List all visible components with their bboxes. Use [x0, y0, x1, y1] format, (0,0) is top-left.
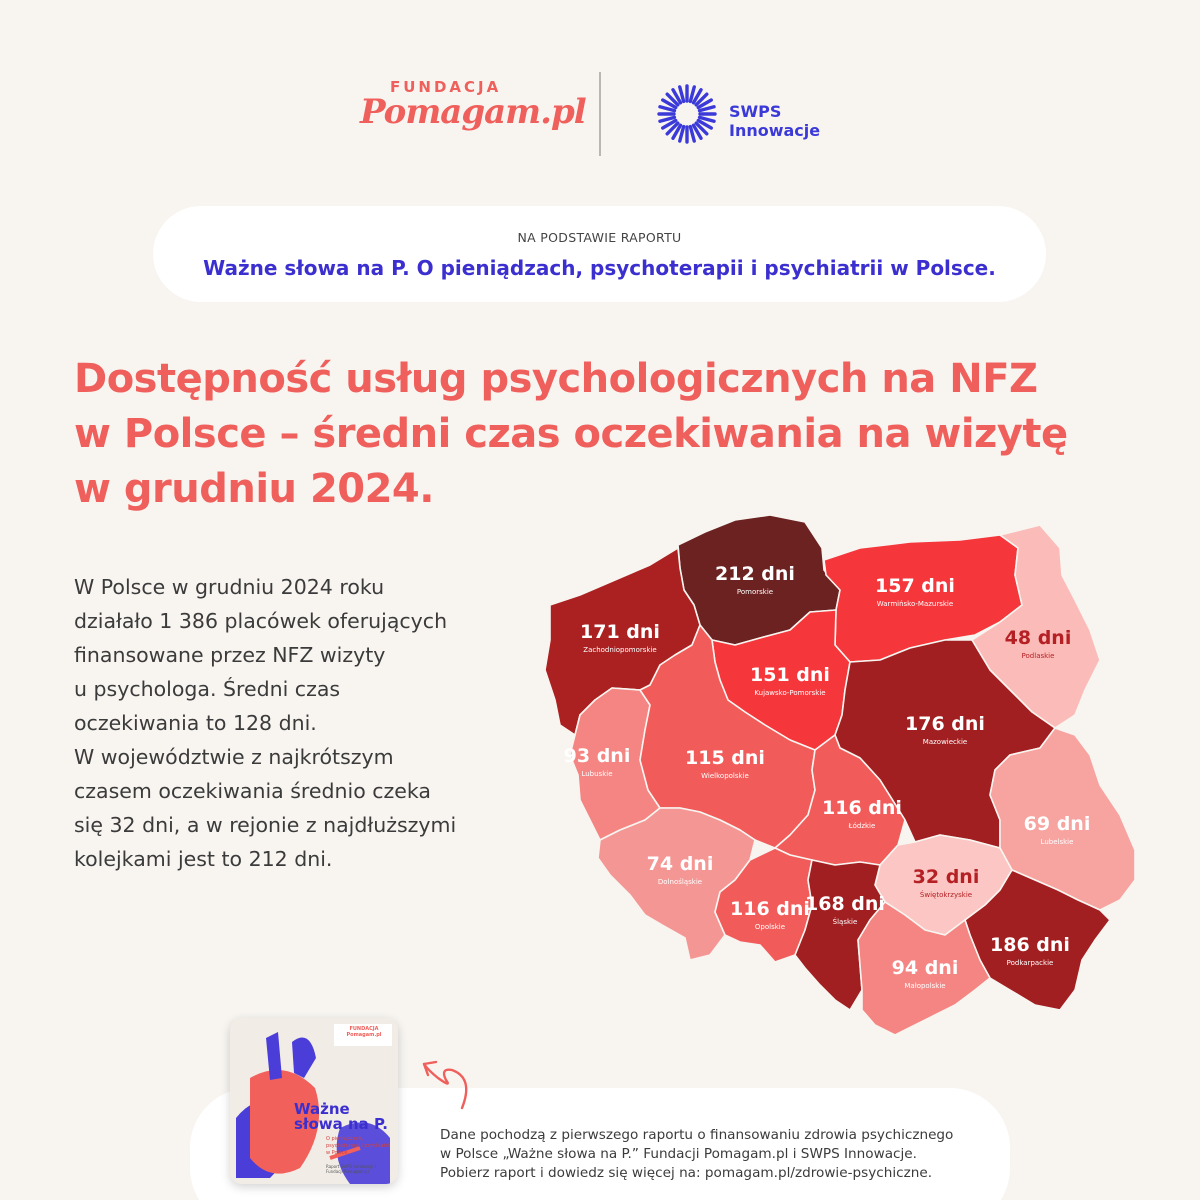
region-value-label: 186 dni	[990, 934, 1070, 956]
cover-brand: FUNDACJA Pomagam.pl	[346, 1026, 382, 1038]
region-value-label: 116 dni	[822, 797, 902, 819]
source-line[interactable]: Pobierz raport i dowiedz się więcej na: …	[440, 1165, 933, 1181]
sunburst-ray	[691, 88, 703, 105]
region-name-label: Zachodniopomorskie	[583, 646, 656, 654]
region-name-label: Małopolskie	[904, 982, 945, 990]
sunburst-ray	[696, 118, 713, 130]
region-name-label: Opolskie	[755, 923, 785, 931]
swps-name: SWPS Innowacje	[729, 102, 821, 140]
curved-arrow-icon	[422, 1060, 468, 1110]
sunburst-ray	[694, 92, 709, 107]
region-name-label: Pomorskie	[737, 588, 773, 596]
sunburst-ray	[665, 92, 680, 107]
logo-divider	[599, 72, 601, 156]
region-name-label: Mazowieckie	[923, 738, 967, 746]
region-malopolskie	[857, 901, 991, 1036]
region-name-label: Kujawsko-Pomorskie	[754, 689, 825, 697]
cover-title: Ważne słowa na P.	[294, 1100, 388, 1133]
sunburst-ray	[661, 98, 678, 110]
sunburst-ray	[697, 115, 716, 123]
cover-subtitle: O pieniądzach, psychoterapii i psychiatr…	[326, 1136, 391, 1156]
region-name-label: Dolnośląskie	[658, 878, 702, 886]
summary-line: czasem oczekiwania średnio czeka	[74, 779, 431, 803]
page-title: Dostępność usług psychologicznych na NFZ…	[74, 352, 1134, 517]
title-line: w grudniu 2024.	[74, 466, 434, 512]
sunburst-ray	[688, 85, 696, 104]
sunburst-ray	[694, 121, 709, 136]
region-name-label: Lubuskie	[581, 770, 612, 778]
report-title: Ważne słowa na P. O pieniądzach, psychot…	[203, 256, 996, 280]
region-value-label: 176 dni	[905, 713, 985, 735]
summary-line: kolejkami jest to 212 dni.	[74, 847, 333, 871]
sunburst-ray	[661, 118, 678, 130]
region-name-label: Podkarpackie	[1007, 959, 1054, 967]
sunburst-ray	[678, 85, 686, 104]
region-value-label: 48 dni	[1005, 627, 1072, 649]
sunburst-ray	[671, 88, 683, 105]
source-note: Dane pochodzą z pierwszego raportu o fin…	[440, 1126, 1000, 1183]
report-kicker: NA PODSTAWIE RAPORTU	[517, 230, 682, 245]
report-banner: NA PODSTAWIE RAPORTU Ważne słowa na P. O…	[153, 206, 1046, 302]
summary-line: finansowane przez NFZ wizyty	[74, 643, 386, 667]
source-line: Dane pochodzą z pierwszego raportu o fin…	[440, 1127, 954, 1143]
cover-footer: Raport SWPS Innowacje i Fundacji Pomagam…	[326, 1164, 376, 1174]
region-value-label: 32 dni	[913, 866, 980, 888]
region-name-label: Wielkopolskie	[701, 772, 749, 780]
title-line: w Polsce – średni czas oczekiwania na wi…	[74, 411, 1068, 457]
region-value-label: 151 dni	[750, 664, 830, 686]
sunburst-ray	[697, 105, 716, 113]
summary-line: u psychologa. Średni czas	[74, 677, 341, 701]
region-value-label: 94 dni	[892, 957, 959, 979]
region-name-label: Lubelskie	[1041, 838, 1074, 846]
sunburst-ray	[691, 123, 703, 140]
region-value-label: 168 dni	[805, 893, 885, 915]
region-opolskie	[714, 847, 813, 963]
summary-line: W województwie z najkrótszym	[74, 745, 394, 769]
region-name-label: Łódzkie	[848, 822, 876, 830]
region-name-label: Śląskie	[833, 917, 858, 926]
swps-innowacje-logo: SWPS Innowacje	[655, 82, 875, 146]
report-cover-thumbnail[interactable]: FUNDACJA Pomagam.pl Ważne słowa na P. O …	[230, 1018, 398, 1184]
region-name-label: Podlaskie	[1022, 652, 1055, 660]
summary-line: oczekiwania to 128 dni.	[74, 711, 317, 735]
sunburst-ray	[671, 123, 683, 140]
sunburst-ray	[688, 124, 696, 143]
summary-line: się 32 dni, a w rejonie z najdłuższymi	[74, 813, 457, 837]
region-value-label: 212 dni	[715, 563, 795, 585]
fundacja-pomagam-logo: FUNDACJA Pomagam.pl	[352, 78, 587, 138]
summary-text: W Polsce w grudniu 2024 roku działało 1 …	[74, 570, 514, 876]
cover-art	[230, 1018, 398, 1184]
sunburst-ray	[696, 98, 713, 110]
sunburst-ray	[658, 105, 677, 113]
region-value-label: 171 dni	[580, 621, 660, 643]
region-value-label: 116 dni	[730, 898, 810, 920]
region-name-label: Świętokrzyskie	[920, 890, 972, 899]
title-line: Dostępność usług psychologicznych na NFZ	[74, 356, 1038, 402]
region-value-label: 157 dni	[875, 575, 955, 597]
region-value-label: 115 dni	[685, 747, 765, 769]
summary-line: działało 1 386 placówek oferujących	[74, 609, 448, 633]
summary-line: W Polsce w grudniu 2024 roku	[74, 575, 385, 599]
sunburst-ray	[678, 124, 686, 143]
region-value-label: 74 dni	[647, 853, 714, 875]
region-name-label: Warmińsko-Mazurskie	[877, 600, 953, 608]
source-line: w Polsce „Ważne słowa na P.” Fundacji Po…	[440, 1146, 917, 1162]
swps-sunburst-icon	[657, 84, 717, 144]
fundacja-label: FUNDACJA	[390, 78, 502, 96]
region-value-label: 69 dni	[1024, 813, 1091, 835]
region-value-label: 93 dni	[564, 745, 631, 767]
pomagam-wordmark: Pomagam.pl	[360, 92, 587, 132]
sunburst-ray	[658, 115, 677, 123]
poland-voivodeship-map: 212 dni Pomorskie 157 dni Warmińsko-Mazursk…	[544, 514, 1136, 1036]
sunburst-ray	[665, 121, 680, 136]
